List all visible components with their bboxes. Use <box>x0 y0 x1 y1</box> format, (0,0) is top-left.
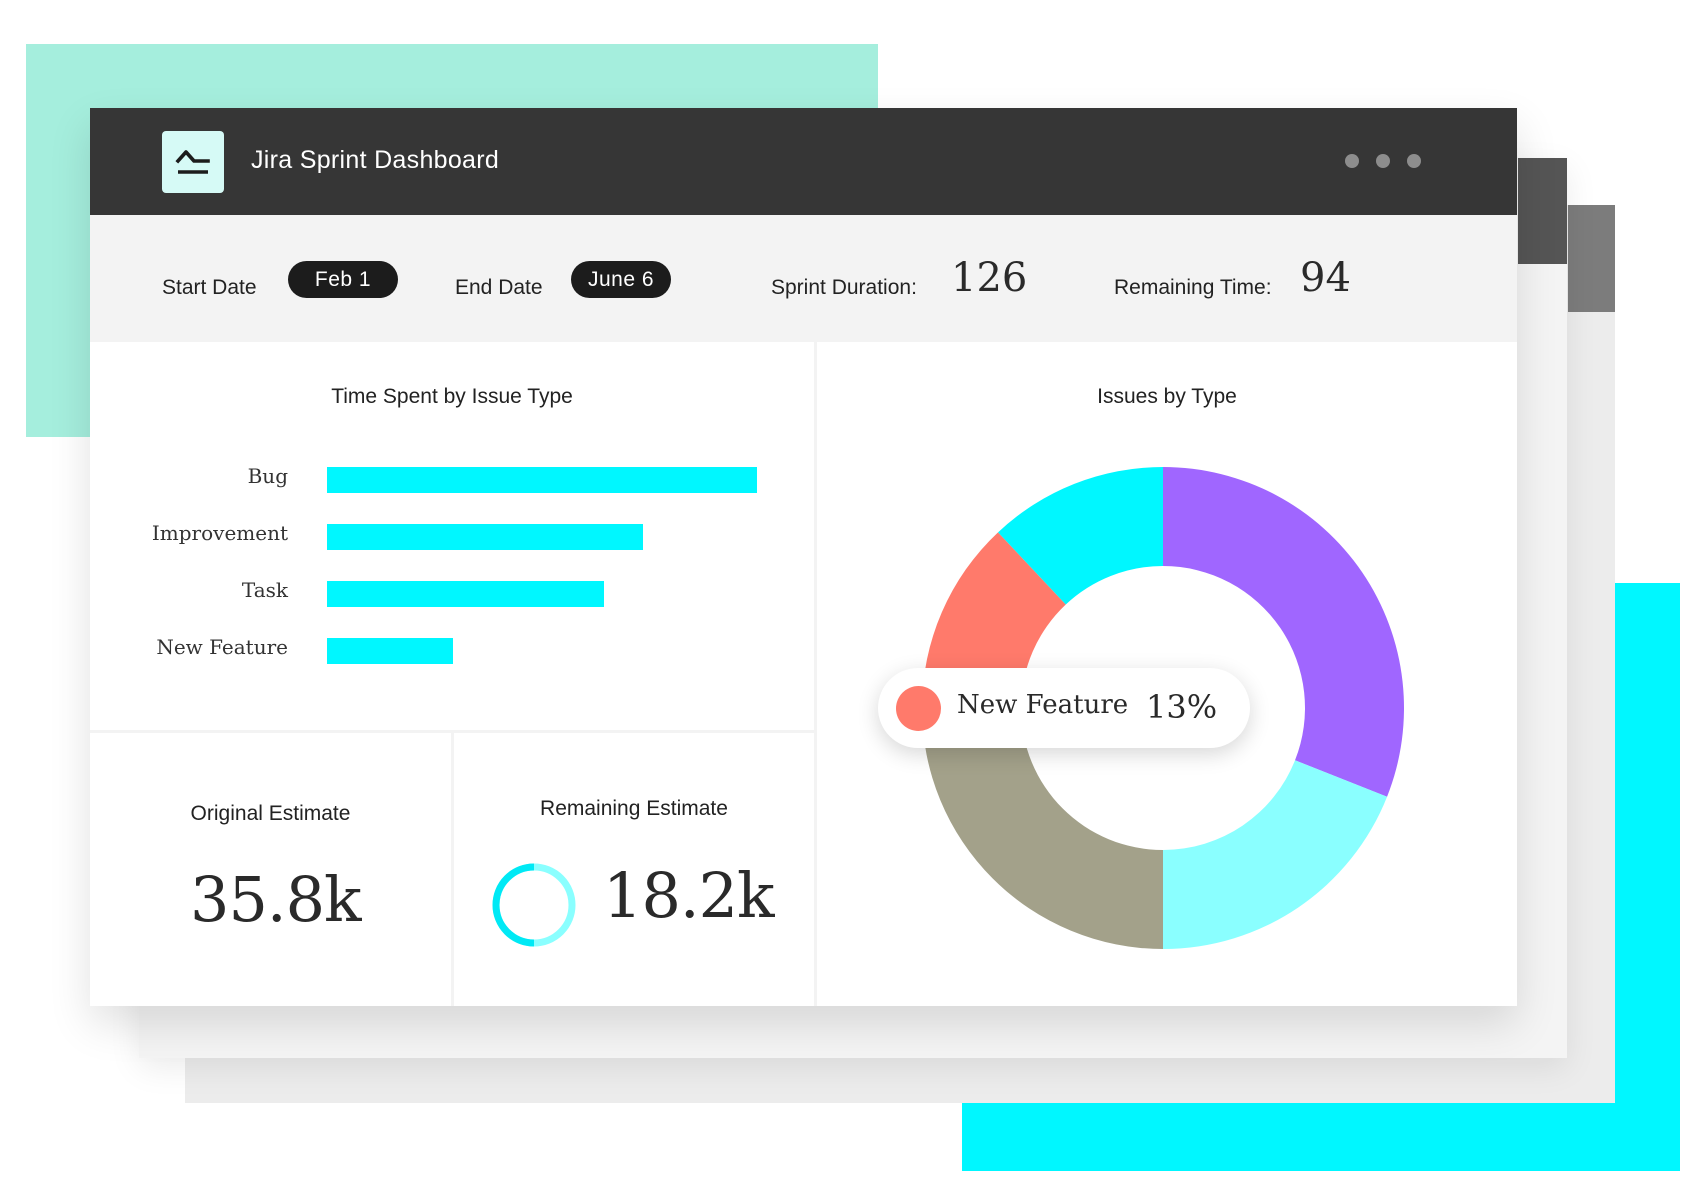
panel-title: Time Spent by Issue Type <box>331 385 573 408</box>
filter-bar: Start Date Feb 1 End Date June 6 Sprint … <box>90 215 1517 341</box>
dashboard-window: Jira Sprint Dashboard Start Date Feb 1 E… <box>90 108 1517 1006</box>
original-estimate-panel: Original Estimate 35.8k <box>90 733 451 1006</box>
end-date-picker[interactable]: June 6 <box>571 261 671 298</box>
donut-slice[interactable] <box>1163 467 1404 797</box>
donut-slice[interactable] <box>922 532 1066 708</box>
time-spent-panel: Time Spent by Issue Type Bug Improvement… <box>90 342 814 730</box>
start-date-picker[interactable]: Feb 1 <box>288 261 398 298</box>
background-window-tab <box>1518 158 1567 264</box>
panel-title: Issues by Type <box>1097 385 1237 408</box>
end-date-label: End Date <box>455 276 543 299</box>
bar[interactable] <box>327 638 453 664</box>
bar-label: Task <box>241 578 288 602</box>
remaining-estimate-value: 18.2k <box>603 859 775 932</box>
window-menu[interactable] <box>1345 154 1421 168</box>
bar-label: New Feature <box>156 635 288 659</box>
start-date-label: Start Date <box>162 276 257 299</box>
issues-by-type-panel: Issues by Type New Feature 13% <box>817 342 1517 1006</box>
sprint-duration-value: 126 <box>951 255 1028 301</box>
chart-tooltip: New Feature 13% <box>878 668 1250 748</box>
sprint-duration-label: Sprint Duration: <box>771 276 917 299</box>
panel-title: Original Estimate <box>190 802 351 825</box>
bar-label: Improvement <box>151 521 288 545</box>
bar[interactable] <box>327 524 644 550</box>
tooltip-value: 13% <box>1146 688 1218 726</box>
original-estimate-value: 35.8k <box>190 863 362 936</box>
tooltip-label: New Feature <box>957 690 1129 720</box>
remaining-estimate-panel: Remaining Estimate 18.2k <box>454 733 814 1006</box>
dot-icon <box>1345 154 1359 168</box>
sprint-burndown-logo-icon <box>162 131 224 193</box>
donut-chart <box>922 467 1404 949</box>
bar[interactable] <box>327 581 605 607</box>
donut-slice[interactable] <box>922 708 1163 949</box>
dot-icon <box>1407 154 1421 168</box>
title-bar: Jira Sprint Dashboard <box>90 108 1517 215</box>
page-title: Jira Sprint Dashboard <box>251 146 500 174</box>
donut-slice[interactable] <box>1163 760 1388 949</box>
donut-slice[interactable] <box>998 467 1163 605</box>
legend-swatch <box>896 686 941 731</box>
remaining-time-value: 94 <box>1300 255 1351 301</box>
progress-ring-icon <box>492 863 576 947</box>
dot-icon <box>1376 154 1390 168</box>
bar-label: Bug <box>247 464 288 488</box>
background-window-tab <box>1568 205 1615 312</box>
panel-title: Remaining Estimate <box>540 797 728 820</box>
bar[interactable] <box>327 467 757 493</box>
remaining-time-label: Remaining Time: <box>1114 276 1272 299</box>
